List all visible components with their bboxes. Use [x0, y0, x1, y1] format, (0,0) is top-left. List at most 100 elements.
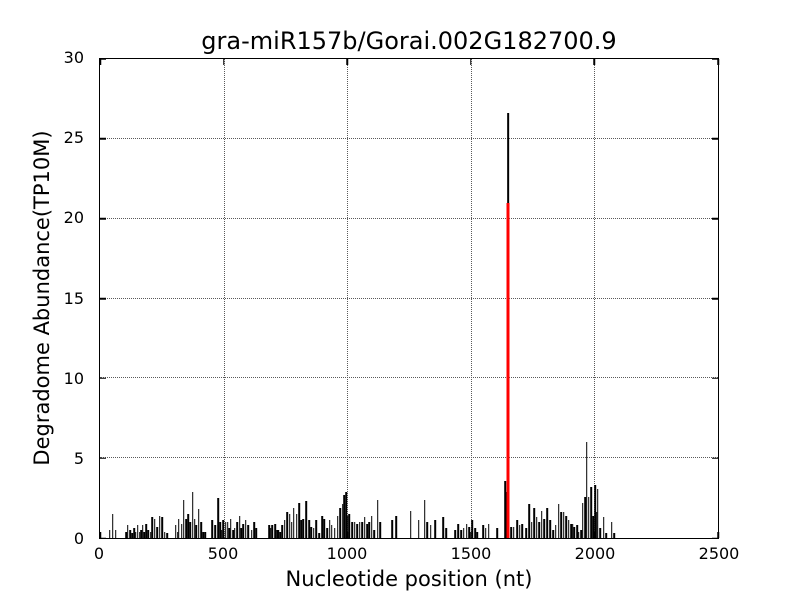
spike-bar: [109, 530, 111, 538]
gridline-y-25: [100, 137, 718, 139]
x-tickmark-top: [717, 59, 719, 65]
y-tick-label-15: 15: [63, 288, 84, 308]
spike-bar: [274, 523, 276, 538]
x-tick-label-0: 0: [93, 544, 105, 563]
spike-bar: [373, 530, 376, 538]
spike-bar: [313, 528, 315, 538]
spike-bar: [204, 531, 206, 538]
x-tickmark-top: [346, 59, 348, 65]
spike-bar: [594, 485, 597, 538]
y-tick-label-20: 20: [63, 208, 84, 228]
y-tick-label-0: 0: [73, 529, 84, 548]
spike-bar: [361, 522, 363, 538]
spike-bar: [573, 526, 576, 538]
spike-bar: [525, 528, 527, 538]
spike-bar: [269, 528, 272, 538]
y-tickmark-right: [712, 457, 718, 459]
spike-bar: [578, 531, 580, 538]
spike-bar: [202, 531, 205, 538]
spike-bar: [221, 530, 223, 538]
spike-bar: [236, 522, 239, 538]
spike-bar: [300, 520, 303, 538]
spike-bar: [276, 530, 278, 538]
spike-bar: [232, 530, 234, 538]
x-tickmark-bottom: [99, 532, 101, 538]
spike-bar: [565, 515, 568, 538]
y-tickmark-left: [100, 217, 106, 220]
spike-bar: [581, 502, 584, 538]
spike-bar: [339, 507, 342, 538]
spike-bar: [195, 525, 198, 538]
spike-bar: [356, 523, 359, 538]
spike-bar: [149, 531, 152, 538]
spike-bar: [576, 525, 578, 538]
y-tickmark-right: [712, 58, 718, 60]
spike-bar: [147, 530, 150, 538]
spike-bar: [136, 525, 139, 538]
spike-bar: [587, 496, 590, 538]
spike-bar: [552, 530, 554, 538]
spike-bar: [363, 517, 366, 538]
spike-bar: [126, 525, 129, 538]
x-axis-label: Nucleotide position (nt): [285, 567, 533, 591]
spike-bar: [222, 520, 225, 538]
spike-bar: [391, 520, 394, 538]
spike-bar: [247, 525, 250, 538]
spike-bar: [610, 522, 613, 538]
plot-area: [99, 58, 719, 539]
y-tickmark-right: [712, 217, 718, 220]
spike-bar: [351, 522, 354, 538]
spike-bar: [379, 522, 382, 538]
spike-bar: [271, 525, 274, 538]
x-tickmark-top: [99, 59, 101, 65]
spike-bar: [485, 528, 487, 538]
chart-title: gra-miR157b/Gorai.002G182700.9: [201, 27, 617, 55]
y-tickmark-right: [712, 138, 718, 140]
spike-bar: [354, 522, 356, 538]
spike-bar: [476, 531, 479, 538]
spike-bar: [605, 533, 607, 538]
spike-bar: [298, 502, 301, 538]
spike-bar: [549, 520, 551, 538]
spike-bar: [286, 512, 288, 538]
spike-bar: [281, 525, 284, 538]
spike-bar: [554, 525, 557, 538]
y-tickmark-right: [712, 297, 718, 300]
spike-bar: [482, 525, 484, 538]
spike-bar: [191, 491, 194, 538]
spike-bar: [161, 517, 164, 538]
spike-bar: [217, 498, 219, 538]
spike-bar: [143, 531, 146, 538]
x-tickmark-bottom: [222, 532, 225, 538]
spike-bar: [366, 523, 369, 538]
spike-bar: [395, 515, 398, 538]
spike-bar: [183, 499, 185, 538]
x-tickmark-top: [593, 59, 596, 65]
spike-bar: [279, 531, 282, 538]
spike-bar: [315, 520, 318, 538]
spike-bar: [454, 530, 456, 538]
y-tickmark-right: [712, 377, 718, 380]
spike-bar: [154, 518, 156, 538]
spike-bar: [308, 520, 310, 538]
spike-bar: [133, 528, 135, 538]
gridline-y-10: [100, 377, 718, 379]
spike-bar: [176, 531, 179, 538]
spike-bar: [602, 517, 605, 538]
x-tickmark-top: [470, 59, 472, 65]
spike-bar: [423, 499, 426, 538]
spike-bar: [224, 522, 227, 538]
spike-bar: [112, 514, 114, 538]
spike-bar: [323, 518, 325, 538]
spike-bar: [310, 526, 313, 538]
spike-bar: [580, 530, 583, 538]
gridline-x-2000: [594, 59, 596, 538]
y-axis-tick-labels: 0 5 10 15 20 25 30: [0, 49, 90, 548]
spike-bar: [233, 528, 236, 538]
spike-bar: [141, 525, 144, 538]
spike-bar: [302, 518, 304, 538]
spike-bar: [457, 523, 460, 538]
spike-bar: [250, 530, 253, 538]
spike-bar: [462, 528, 465, 538]
